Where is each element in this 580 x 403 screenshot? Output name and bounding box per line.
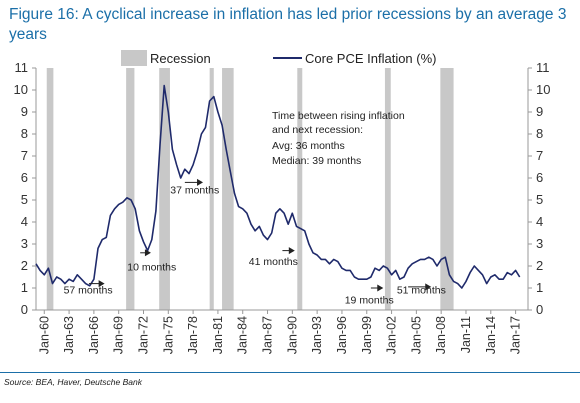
- series-group: [35, 84, 521, 289]
- x-tick-label: Jan-93: [310, 316, 324, 354]
- note-line-1: Time between rising inflation: [272, 110, 405, 122]
- y-tick-left-label: 4: [21, 214, 28, 229]
- note-line-3: Avg: 36 months: [272, 140, 345, 152]
- recession-band-7: [440, 68, 454, 310]
- y-tick-left-label: 7: [21, 148, 28, 163]
- x-axis-ticks: Jan-60 Jan-63 Jan-66 Jan-69 Jan-72 Jan-75 Jan-…: [37, 310, 523, 354]
- recession-band-1: [126, 68, 135, 310]
- arrow-head-5: [425, 283, 432, 291]
- y-tick-right-label: 10: [536, 82, 550, 97]
- y-tick-left-label: 11: [15, 60, 29, 75]
- y-tick-right-label: 6: [536, 170, 543, 185]
- annotation-label-0: 57 months: [64, 285, 113, 297]
- y-tick-left-label: 8: [21, 126, 28, 141]
- x-tick-label: Jan-11: [459, 316, 473, 353]
- y-tick-right-label: 1: [536, 280, 543, 295]
- y-tick-left-label: 0: [21, 302, 28, 317]
- y-tick-right-label: 9: [536, 104, 543, 119]
- y-tick-left-label: 5: [21, 192, 28, 207]
- recession-band-4: [222, 68, 234, 310]
- x-tick-label: Jan-72: [136, 316, 150, 354]
- x-tick-label: Jan-69: [112, 316, 126, 354]
- y-tick-right-label: 5: [536, 192, 543, 207]
- annotation-label-3: 41 months: [249, 256, 298, 268]
- x-tick-label: Jan-87: [261, 316, 275, 354]
- x-tick-label: Jan-66: [87, 316, 101, 354]
- footer-rule: [0, 372, 580, 373]
- chart-title: Figure 16: A cyclical increase in inflat…: [9, 6, 567, 43]
- note-line-4: Median: 39 months: [272, 155, 361, 167]
- arrow-head-2: [197, 178, 204, 186]
- annotation-label-4: 19 months: [345, 294, 394, 306]
- y-tick-right-label: 2: [536, 258, 543, 273]
- y-axis-left-ticks: 0 1 2 3 4 5 6 7 8 9 10 11: [14, 60, 36, 317]
- y-axis-right-ticks: 0 1 2 3 4 5 6 7 8 9 10 11: [528, 60, 550, 317]
- x-tick-label: Jan-17: [509, 316, 523, 354]
- arrow-head-4: [377, 284, 384, 292]
- x-tick-label: Jan-60: [37, 316, 51, 354]
- y-tick-right-label: 4: [536, 214, 543, 229]
- annotation-label-5: 51 months: [397, 285, 446, 297]
- x-tick-label: Jan-84: [236, 316, 250, 354]
- y-tick-left-label: 6: [21, 170, 28, 185]
- y-tick-left-label: 9: [21, 104, 28, 119]
- arrow-head-0: [98, 280, 105, 288]
- annotation-labels: 57 months 10 months 37 months 41 months 19 m…: [64, 184, 446, 306]
- x-tick-label: Jan-63: [62, 316, 76, 354]
- source-note: Source: BEA, Haver, Deutsche Bank: [4, 377, 142, 387]
- series-line-0: [35, 84, 521, 289]
- y-tick-right-label: 8: [536, 126, 543, 141]
- x-tick-label: Jan-08: [434, 316, 448, 354]
- note-line-2: and next recession:: [272, 124, 363, 136]
- recession-band-3: [209, 68, 214, 310]
- x-tick-label: Jan-99: [360, 316, 374, 354]
- annotation-arrows: [88, 178, 432, 292]
- annotation-note: Time between rising inflation and next r…: [272, 110, 405, 167]
- arrow-head-3: [288, 247, 295, 255]
- recession-band-5: [297, 68, 303, 310]
- recession-bands: [46, 68, 454, 310]
- y-tick-right-label: 11: [536, 60, 550, 75]
- legend-recession-label: Recession: [150, 51, 211, 66]
- annotation-label-1: 10 months: [127, 261, 176, 273]
- y-tick-right-label: 7: [536, 148, 543, 163]
- y-tick-left-label: 1: [21, 280, 28, 295]
- recession-band-6: [384, 68, 391, 310]
- x-tick-label: Jan-14: [484, 316, 498, 354]
- legend-recession-swatch: [121, 50, 147, 66]
- x-tick-label: Jan-90: [285, 316, 299, 354]
- annotation-label-2: 37 months: [170, 184, 219, 196]
- y-tick-right-label: 3: [536, 236, 543, 251]
- x-tick-label: Jan-05: [409, 316, 423, 354]
- y-tick-left-label: 3: [21, 236, 28, 251]
- legend: Recession Core PCE Inflation (%): [121, 50, 437, 66]
- arrow-head-1: [144, 249, 151, 257]
- y-tick-right-label: 0: [536, 302, 543, 317]
- x-tick-label: Jan-81: [211, 316, 225, 354]
- x-tick-label: Jan-78: [186, 316, 200, 354]
- y-tick-left-label: 10: [14, 82, 28, 97]
- x-tick-label: Jan-02: [385, 316, 399, 354]
- y-tick-left-label: 2: [21, 258, 28, 273]
- recession-band-2: [159, 68, 170, 310]
- x-tick-label: Jan-75: [161, 316, 175, 354]
- x-tick-label: Jan-96: [335, 316, 349, 354]
- chart-axes: [35, 68, 529, 311]
- legend-series-label: Core PCE Inflation (%): [305, 51, 437, 66]
- recession-band-0: [46, 68, 54, 310]
